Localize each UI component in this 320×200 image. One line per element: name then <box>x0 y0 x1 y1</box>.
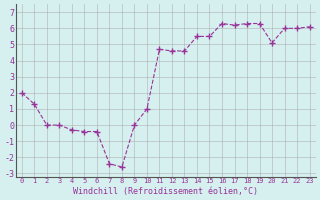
X-axis label: Windchill (Refroidissement éolien,°C): Windchill (Refroidissement éolien,°C) <box>73 187 258 196</box>
